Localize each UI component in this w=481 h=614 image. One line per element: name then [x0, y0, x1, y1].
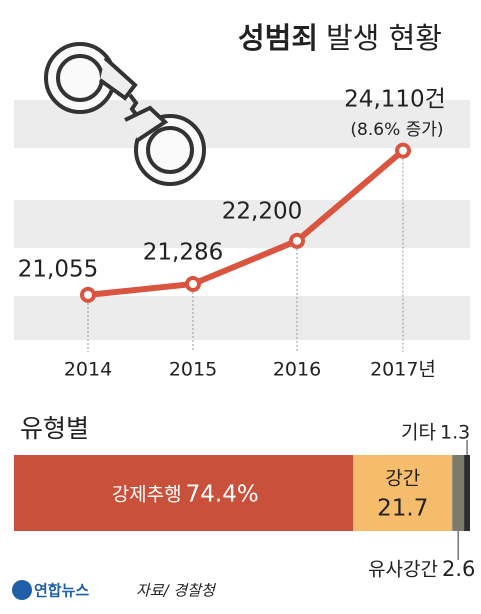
segment-value: 21.7: [377, 496, 428, 522]
title-bold: 성범죄: [238, 21, 318, 55]
point: [80, 286, 96, 303]
segment-name: 유사강간: [368, 559, 438, 581]
x-tick-label: 2015: [169, 359, 217, 381]
bar-segment: [452, 455, 465, 531]
segment-value: 2.6: [442, 557, 475, 581]
bar-segment: [353, 455, 453, 531]
title: 발생 현황: [326, 21, 442, 55]
logo-text: 연합뉴스: [34, 582, 89, 600]
bar-segment: [14, 455, 354, 531]
segment-value: 74.4%: [186, 482, 259, 508]
value-label: 21,055: [18, 257, 98, 283]
logo: 연합뉴스 자료/ 경찰청: [12, 580, 217, 600]
segment-value: 1.3: [440, 422, 470, 444]
x-tick-label: 2014: [64, 359, 112, 381]
x-tick-label: 2017년: [370, 359, 436, 381]
segment-name: 강제추행: [112, 484, 182, 506]
point: [185, 275, 201, 292]
handcuffs-icon: [44, 42, 206, 186]
segment-name: 기타: [401, 422, 436, 444]
source: 자료/ 경찰청: [136, 582, 217, 600]
annotation: (8.6% 증가): [350, 120, 443, 140]
x-tick-label: 2016: [273, 359, 321, 381]
point: [395, 142, 411, 159]
line: [87, 148, 405, 298]
value-label: 21,286: [143, 240, 223, 266]
section-title: 유형별: [20, 414, 89, 443]
value-label: 24,110건: [344, 87, 446, 113]
point: [289, 232, 305, 249]
segment-name: 강간: [385, 468, 420, 490]
value-label: 22,200: [222, 199, 302, 225]
bar-segment: [464, 455, 470, 531]
